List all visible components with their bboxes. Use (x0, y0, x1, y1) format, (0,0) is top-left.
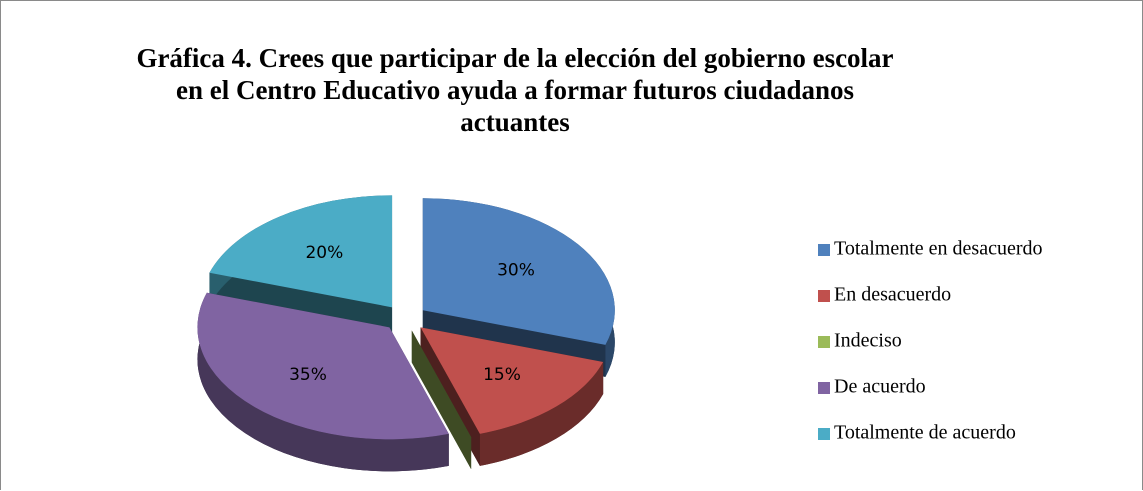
data-label: 30% (497, 261, 535, 281)
slice-side (197, 292, 449, 472)
legend-swatch (818, 244, 830, 256)
legend-label: Totalmente de acuerdo (834, 422, 1016, 444)
slice (422, 198, 615, 345)
pie-slice (411, 330, 472, 470)
legend-label: Indeciso (834, 330, 902, 352)
slice-wall (411, 330, 472, 470)
legend-label: Totalmente en desacuerdo (834, 238, 1043, 260)
data-label: 20% (305, 243, 343, 263)
pie-slice (197, 292, 449, 472)
data-label: 35% (289, 365, 327, 385)
slice (197, 292, 449, 440)
slice (420, 327, 604, 434)
data-label: 15% (483, 365, 521, 385)
legend-swatch (818, 290, 830, 302)
legend-swatch (818, 336, 830, 348)
slice-side (479, 361, 604, 466)
legend-label: De acuerdo (834, 376, 926, 398)
chart-title: Gráfica 4. Crees que participar de la el… (136, 43, 894, 137)
legend-label: En desacuerdo (834, 284, 951, 306)
slice (209, 195, 393, 308)
legend-swatch (818, 428, 830, 440)
legend-swatch (818, 382, 830, 394)
